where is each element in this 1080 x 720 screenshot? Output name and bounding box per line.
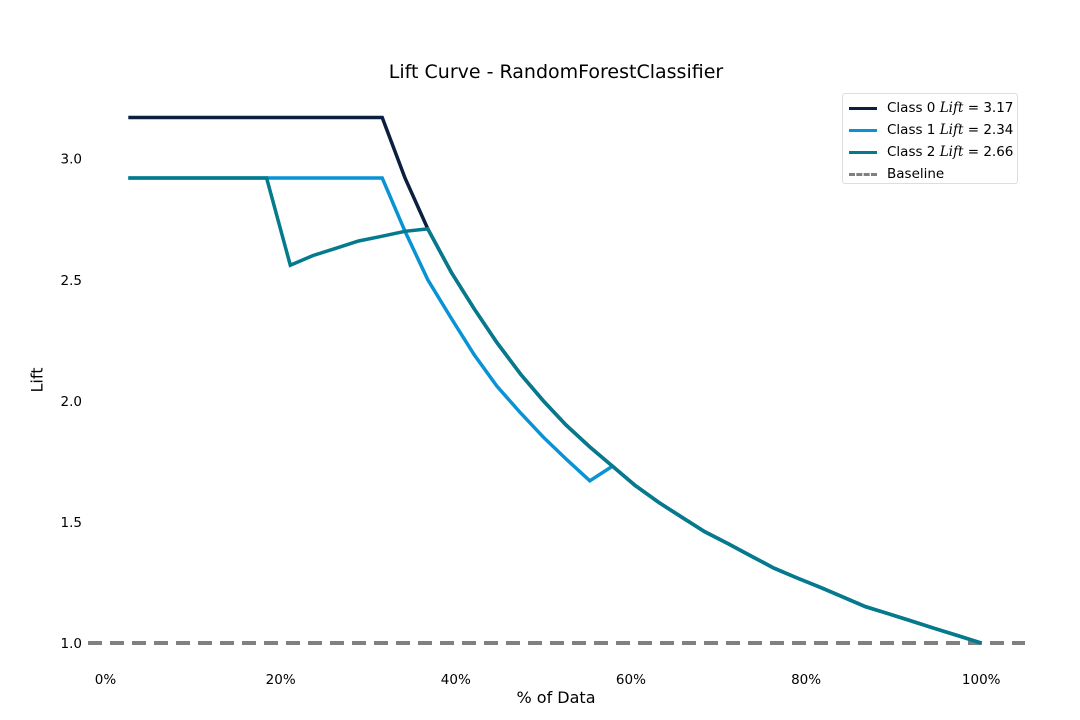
series-layer xyxy=(128,115,982,645)
x-tick-label: 0% xyxy=(95,672,117,688)
legend-swatch-class-0 xyxy=(849,106,877,110)
series-line-class-0 xyxy=(128,115,982,645)
y-tick-labels: 1.0 1.5 2.0 2.5 3.0 xyxy=(61,152,82,652)
legend-label-class-1: Class 1 Lift = 2.34 xyxy=(887,122,1014,138)
y-tick-label: 3.0 xyxy=(61,152,82,168)
legend-label-class-0: Class 0 Lift = 3.17 xyxy=(887,100,1014,116)
legend-item-baseline: Baseline xyxy=(843,163,1017,185)
x-tick-label: 80% xyxy=(791,672,821,688)
x-axis-label: % of Data xyxy=(516,688,596,707)
chart-title: Lift Curve - RandomForestClassifier xyxy=(388,61,724,83)
legend: Class 0 Lift = 3.17 Class 1 Lift = 2.34 … xyxy=(842,93,1018,184)
x-tick-label: 60% xyxy=(616,672,646,688)
legend-item-class-2: Class 2 Lift = 2.66 xyxy=(843,141,1017,163)
legend-swatch-baseline xyxy=(849,172,877,176)
y-tick-label: 1.0 xyxy=(61,636,82,652)
legend-item-class-1: Class 1 Lift = 2.34 xyxy=(843,119,1017,141)
x-tick-label: 100% xyxy=(962,672,1001,688)
series-line-class-2 xyxy=(128,176,982,645)
legend-label-class-2: Class 2 Lift = 2.66 xyxy=(887,144,1014,160)
x-tick-label: 40% xyxy=(441,672,471,688)
legend-swatch-class-2 xyxy=(849,150,877,154)
legend-item-class-0: Class 0 Lift = 3.17 xyxy=(843,97,1017,119)
x-tick-label: 20% xyxy=(266,672,296,688)
y-tick-label: 2.0 xyxy=(61,394,82,410)
x-tick-labels: 0% 20% 40% 60% 80% 100% xyxy=(95,672,1001,688)
y-tick-label: 2.5 xyxy=(61,273,82,289)
legend-swatch-class-1 xyxy=(849,128,877,132)
y-tick-label: 1.5 xyxy=(61,515,82,531)
legend-label-baseline: Baseline xyxy=(887,166,945,182)
